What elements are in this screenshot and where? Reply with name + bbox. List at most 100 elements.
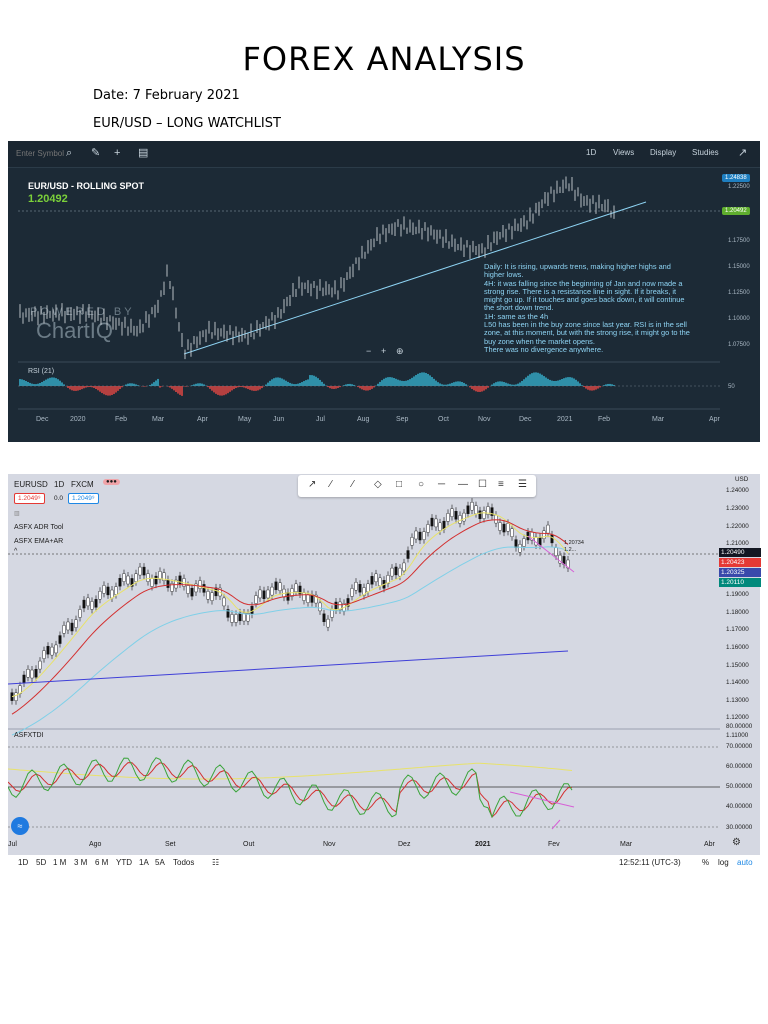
candle-body [446,513,450,522]
symbol-input[interactable] [16,146,82,161]
range-1d[interactable]: 1D [18,858,29,867]
settings-gear-icon[interactable]: ⚙ [732,837,741,848]
candle-body [490,507,494,516]
y-tick: 1.15000 [726,662,749,669]
trend-line-tool-icon[interactable]: ∕ [330,479,332,490]
range-5a[interactable]: 5A [155,858,165,867]
candle-body [510,528,514,537]
trendline [183,201,647,355]
ema-slow-line [11,519,569,715]
rectangle-tool-icon[interactable]: □ [396,479,403,490]
circle-tool-icon[interactable]: ○ [418,479,425,490]
drawing-toolbar: ↗ ∕ ⁄ ◇ □ ○ ─ — ☐ ≡ ☰ [298,475,536,497]
candle-body [362,587,366,596]
x-tick: Dec [519,416,532,423]
pattern-tool-icon[interactable]: ☰ [518,479,527,490]
oscillator-label[interactable]: ASFXTDI [14,732,44,739]
zoom-in-button[interactable]: + [381,346,387,356]
x-tick: Oct [438,416,449,423]
views-menu[interactable]: Views [613,148,635,157]
candle-body [454,511,458,520]
horizontal-line-tool-icon[interactable]: — [458,479,468,490]
cursor-tool-icon[interactable]: ↗ [308,479,317,490]
collapse-icon[interactable]: ^ [14,548,18,555]
fib-tool-icon[interactable]: ≡ [498,479,504,490]
display-menu[interactable]: Display [650,148,677,157]
ask-box[interactable]: 1.2049⁹ [68,493,99,504]
x-tick: Ago [89,841,102,848]
study-ema-ar[interactable]: ASFX EMA+AR [14,538,64,545]
candle-body [346,598,350,607]
range-ytd[interactable]: YTD [116,858,132,867]
candle-body [462,512,466,522]
auto-toggle[interactable]: auto [737,858,753,867]
candle-body [206,591,210,600]
interval[interactable]: 1D [54,480,65,489]
candle-body [366,583,370,593]
x-tick: Apr [197,416,208,423]
ellipse-tool-icon[interactable]: ◇ [374,479,382,490]
x-tick: 2021 [475,841,491,848]
candle-body [438,522,442,532]
candle-body [114,586,118,595]
tradingview-logo-icon[interactable]: ≈ [11,817,29,835]
price-tag-ema-mid: 1.20325 [719,568,761,577]
percent-toggle[interactable]: % [702,858,710,867]
x-tick: Aug [357,416,370,423]
candle-body [314,594,318,604]
candle-body [506,523,510,532]
osc-tick: 50.00000 [726,783,753,790]
candle-body [106,586,110,596]
study-adr-tool[interactable]: ASFX ADR Tool [14,524,64,531]
y-tick: 1.24000 [726,487,749,494]
period-menu[interactable]: 1D [586,148,597,157]
candle-body [486,506,490,515]
zoom-out-button[interactable]: − [366,346,372,356]
candle-body [254,595,258,604]
range-todos[interactable]: Todos [173,858,195,867]
osc-divergence-mark [551,819,561,830]
bottom-toolbar: 1D 5D 1 M 3 M 6 M YTD 1A 5A Todos ☷ 12:5… [8,855,760,872]
candle-body [170,583,174,592]
pencil-icon[interactable]: ✎ [91,147,101,159]
comment-tool-icon[interactable]: ☐ [478,479,487,490]
crosshair-icon[interactable]: + [114,147,121,159]
candle-body [482,510,486,519]
candle-body [202,584,206,593]
osc-tick: 40.00000 [726,803,753,810]
comment-icon[interactable]: ▤ [138,147,149,159]
x-tick: Set [165,841,176,848]
x-tick: Nov [323,841,336,848]
candle-body [162,572,166,581]
share-icon[interactable]: ↗ [738,147,748,159]
date-line: Date: 7 February 2021 [93,88,240,103]
symbol-name[interactable]: EURUSD [14,480,48,489]
studies-menu[interactable]: Studies [692,148,719,157]
range-6m[interactable]: 6 M [95,858,109,867]
search-icon[interactable]: ⌕ [66,147,73,159]
range-1a[interactable]: 1A [139,858,149,867]
x-tick: Sep [396,416,409,423]
candle-body [98,591,102,600]
candle-body [54,644,58,654]
ray-tool-icon[interactable]: ⁄ [352,479,354,490]
bid-box[interactable]: 1.2049⁹ [14,493,45,504]
y-tick: 1.21000 [726,540,749,547]
candle-body [234,614,238,623]
goto-date-icon[interactable]: ☷ [212,858,220,867]
x-tick: Fev [548,841,560,848]
x-tick: 2020 [70,416,86,423]
log-toggle[interactable]: log [718,858,729,867]
range-5d[interactable]: 5D [36,858,47,867]
zoom-reset-button[interactable]: ⊕ [396,346,404,356]
candle-body [470,501,474,511]
horizontal-ray-tool-icon[interactable]: ─ [438,479,446,490]
chart1-plot [18,176,720,410]
candle-body [378,577,382,587]
range-1m[interactable]: 1 M [53,858,67,867]
candle-body [358,584,362,593]
divergence-line [527,535,575,573]
candle-body [94,599,98,608]
x-tick: Out [243,841,255,848]
range-3m[interactable]: 3 M [74,858,88,867]
